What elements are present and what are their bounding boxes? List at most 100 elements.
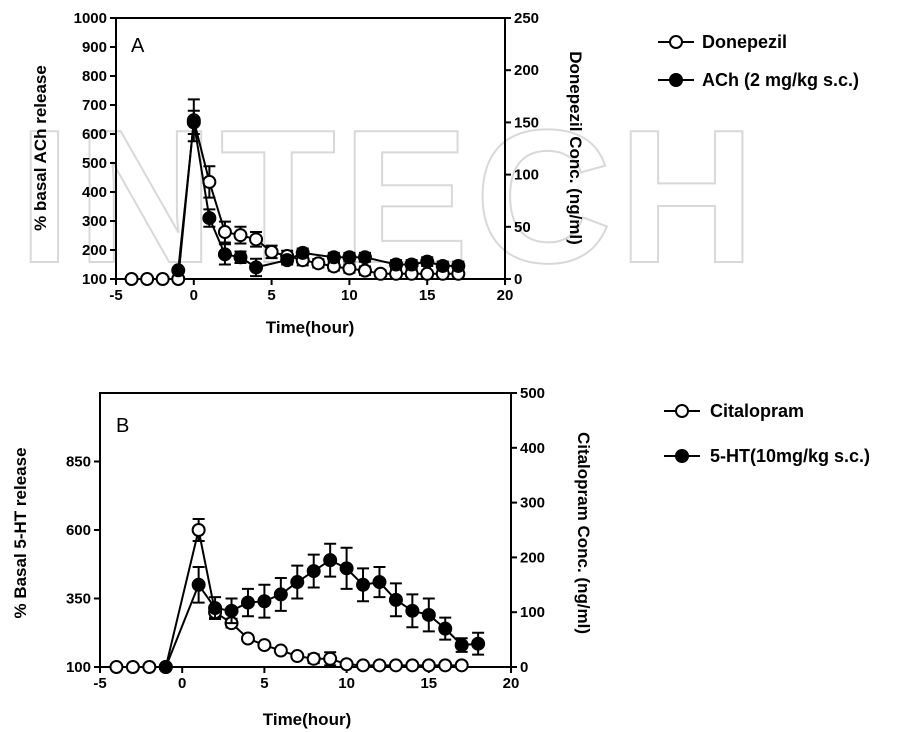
filled-circle-marker-icon (669, 73, 683, 87)
data-point (420, 254, 435, 269)
data-point (454, 638, 469, 653)
panel-b: B Time(hour) % Basal 5-HT release Citalo… (11, 385, 593, 729)
data-point (404, 257, 419, 272)
data-point (405, 658, 420, 673)
data-point (208, 601, 223, 616)
panel-b-left-axis-title: % Basal 5-HT release (11, 447, 30, 618)
x-tick-label: 15 (420, 675, 437, 692)
data-point (273, 587, 288, 602)
data-point (109, 660, 124, 674)
panel-b-label: B (116, 415, 129, 437)
data-point (421, 607, 436, 622)
data-point (186, 115, 201, 130)
data-point (323, 553, 338, 568)
panel-a-right-axis-title: Donepezil Conc. (ng/ml) (566, 51, 585, 245)
data-point (217, 225, 232, 240)
panel-b-legend: Citalopram 5-HT(10mg/kg s.c.) (664, 401, 870, 466)
data-point (191, 577, 206, 592)
data-point (217, 247, 232, 262)
data-point (326, 250, 341, 265)
data-point (373, 266, 388, 281)
y-left-tick-label: 600 (66, 522, 91, 539)
data-point (342, 261, 357, 276)
data-point (339, 561, 354, 576)
data-point (357, 250, 372, 265)
data-point (388, 592, 403, 607)
y-right-tick-label: 200 (520, 549, 545, 566)
data-point (389, 257, 404, 272)
data-point (438, 621, 453, 636)
data-point (249, 260, 264, 275)
data-point (357, 263, 372, 278)
x-tick-label: 0 (178, 675, 186, 692)
legend-entry-citalopram: Citalopram (664, 401, 804, 421)
data-point (420, 266, 435, 281)
y-left-tick-label: 100 (82, 271, 107, 288)
data-point (342, 250, 357, 265)
data-point (290, 649, 305, 664)
y-right-tick-label: 500 (520, 385, 545, 402)
y-left-tick-label: 1000 (74, 10, 107, 27)
data-point (438, 658, 453, 673)
data-point (290, 575, 305, 590)
y-left-tick-label: 200 (82, 242, 107, 259)
data-point (224, 603, 239, 618)
open-circle-marker-icon (669, 35, 683, 49)
data-point (249, 232, 264, 247)
data-point (454, 658, 469, 673)
y-left-tick-label: 500 (82, 155, 107, 172)
data-point (435, 258, 450, 273)
legend-entry-ach: ACh (2 mg/kg s.c.) (658, 70, 859, 90)
data-point (233, 250, 248, 265)
panel-a-x-axis-title: Time(hour) (266, 318, 354, 337)
y-right-tick-label: 150 (514, 114, 539, 131)
y-left-tick-label: 850 (66, 454, 91, 471)
legend-entry-5ht: 5-HT(10mg/kg s.c.) (664, 446, 870, 466)
y-left-tick-label: 800 (82, 68, 107, 85)
x-tick-label: -5 (93, 675, 106, 692)
x-tick-label: 5 (260, 675, 268, 692)
data-point (451, 258, 466, 273)
data-point (372, 575, 387, 590)
data-point (264, 244, 279, 259)
legend-entry-donepezil: Donepezil (658, 32, 787, 52)
data-point (405, 603, 420, 618)
y-right-tick-label: 200 (514, 62, 539, 79)
data-point (257, 638, 272, 653)
data-point (372, 658, 387, 673)
y-left-tick-label: 350 (66, 591, 91, 608)
legend-label-5ht: 5-HT(10mg/kg s.c.) (710, 446, 870, 466)
data-point (421, 658, 436, 673)
data-point (142, 660, 157, 674)
data-point (124, 272, 139, 286)
data-point (140, 272, 155, 286)
x-tick-label: 10 (341, 287, 358, 304)
data-point (306, 564, 321, 579)
y-right-tick-label: 400 (520, 440, 545, 457)
data-point (323, 651, 338, 666)
y-left-tick-label: 300 (82, 213, 107, 230)
panel-a-legend: Donepezil ACh (2 mg/kg s.c.) (658, 32, 859, 90)
watermark: INTECH (18, 91, 761, 303)
panel-b-x-axis-title: Time(hour) (263, 710, 351, 729)
series-line-b-0 (116, 529, 462, 668)
y-right-tick-label: 0 (520, 659, 528, 676)
data-point (471, 636, 486, 651)
legend-label-ach: ACh (2 mg/kg s.c.) (702, 70, 859, 90)
data-point (295, 245, 310, 260)
data-point (202, 211, 217, 226)
legend-label-citalopram: Citalopram (710, 401, 804, 421)
open-circle-marker-icon (675, 404, 689, 418)
data-point (233, 228, 248, 243)
legend-label-donepezil: Donepezil (702, 32, 787, 52)
x-tick-label: 20 (503, 675, 520, 692)
series-line-a-1 (177, 122, 459, 271)
data-point (240, 595, 255, 610)
data-point (339, 657, 354, 672)
x-tick-label: -5 (109, 287, 122, 304)
x-tick-label: 15 (419, 287, 436, 304)
data-point (388, 658, 403, 673)
x-tick-label: 10 (338, 675, 355, 692)
data-point (125, 660, 140, 674)
